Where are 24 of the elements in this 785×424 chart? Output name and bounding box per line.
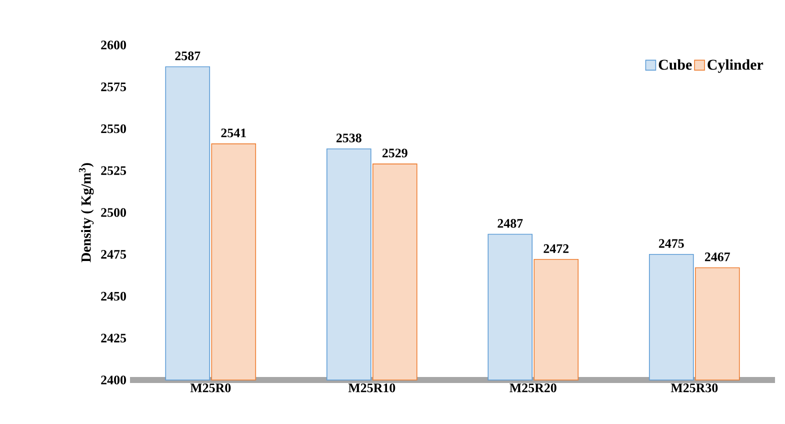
x-tick-label: M25R0 (190, 384, 231, 392)
y-tick-label: 2500 (101, 208, 126, 217)
data-label: 2472 (544, 244, 569, 253)
y-tick-label: 2600 (101, 40, 126, 50)
y-tick-label: 2575 (101, 82, 126, 92)
y-tick-label: 2450 (101, 292, 126, 301)
data-label: 2475 (658, 239, 684, 248)
data-label: 2541 (221, 128, 246, 138)
y-tick-label: 2550 (101, 124, 126, 134)
data-label: 2487 (498, 219, 523, 228)
y-axis-title: Density ( Kg/m$^{3}$) (78, 163, 94, 262)
x-tick-label: M25R10 (348, 384, 396, 392)
data-label: 2538 (336, 134, 362, 142)
y-tick-label: 2400 (101, 376, 126, 384)
x-tick-label: M25R20 (510, 384, 556, 392)
legend-label: Cube (658, 59, 692, 70)
legend-label: Cylinder (708, 59, 764, 73)
y-tick-label: 2525 (101, 166, 126, 175)
y-tick-label: 2425 (101, 334, 126, 342)
data-label: 2529 (382, 148, 408, 158)
y-tick-label: 2475 (101, 250, 126, 259)
data-label: 2587 (175, 52, 200, 60)
x-tick-label: M25R30 (670, 384, 718, 392)
data-label: 2467 (704, 252, 730, 262)
